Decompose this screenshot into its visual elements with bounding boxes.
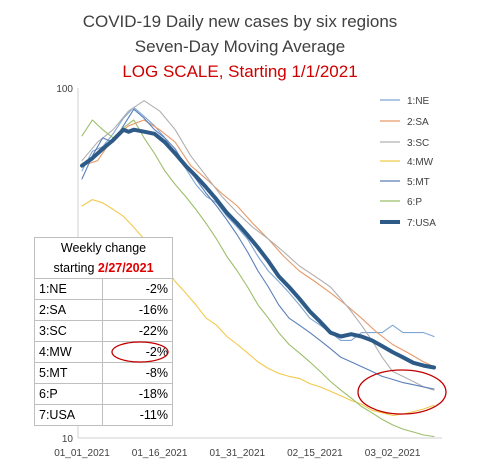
table-row: 4:MW -2%: [34, 341, 173, 363]
legend-label-sc: 3:SC: [407, 138, 429, 149]
table-row-value: -18%: [102, 383, 173, 405]
table-row-label: 2:SA: [34, 299, 103, 321]
chart-scale-note: LOG SCALE, Starting 1/1/2021: [122, 62, 357, 81]
chart-subtitle: Seven-Day Moving Average: [135, 37, 345, 56]
y-tick-label-bottom: 10: [62, 434, 74, 445]
table-row-value: -8%: [102, 362, 173, 384]
highlight-ellipse-mw-value: [111, 341, 169, 363]
x-tick-label: 03_02_2021: [365, 448, 421, 459]
table-row: 5:MT -8%: [34, 362, 173, 384]
table-row-value: -11%: [102, 404, 173, 426]
table-row-value-highlighted: -2%: [102, 341, 173, 363]
series-layer: [80, 100, 436, 438]
x-tick-label: 02_15_2021: [287, 448, 343, 459]
table-row: 6:P -18%: [34, 383, 173, 405]
y-tick-label-top: 100: [56, 84, 73, 95]
table-row-label: 5:MT: [34, 362, 103, 384]
table-header-prefix: starting: [53, 260, 98, 275]
table-row-label: 7:USA: [34, 404, 103, 426]
table-row-value: -22%: [102, 320, 173, 342]
table-header-line1: Weekly change: [34, 237, 173, 258]
series-line-sa: [81, 119, 435, 368]
table-row-value: -2%: [102, 278, 173, 300]
table-header-date: 2/27/2021: [97, 260, 154, 275]
series-line-mw: [81, 199, 435, 416]
table-highlighted-value: -2%: [145, 345, 168, 359]
table-row: 1:NE -2%: [34, 278, 173, 300]
series-line-ne: [81, 106, 435, 341]
table-row-value: -16%: [102, 299, 173, 321]
series-line-mt: [81, 108, 435, 390]
chart-title: COVID-19 Daily new cases by six regions: [83, 12, 398, 31]
series-line-usa: [80, 127, 436, 370]
table-row-label: 4:MW: [34, 341, 103, 363]
legend: 1:NE 2:SA 3:SC 4:MW 5:MT 6:P 7:USA: [380, 96, 436, 229]
legend-label-p: 6:P: [407, 197, 422, 208]
series-line-sc: [81, 100, 435, 391]
table-header-line2: starting 2/27/2021: [34, 257, 173, 279]
x-tick-label: 01_16_2021: [132, 448, 188, 459]
weekly-change-table: Weekly change starting 2/27/2021 1:NE -2…: [34, 237, 173, 426]
highlight-ellipse-mw-lines: [357, 369, 447, 415]
x-tick-label: 01_01_2021: [54, 448, 110, 459]
table-row: 2:SA -16%: [34, 299, 173, 321]
x-tick-labels: 01_01_2021 01_16_2021 01_31_2021 02_15_2…: [54, 448, 421, 459]
legend-label-mw: 4:MW: [407, 157, 434, 168]
table-row: 7:USA -11%: [34, 404, 173, 426]
legend-label-sa: 2:SA: [407, 117, 429, 128]
table-row-label: 6:P: [34, 383, 103, 405]
legend-label-ne: 1:NE: [407, 96, 430, 107]
legend-label-usa: 7:USA: [407, 218, 436, 229]
table-row-label: 3:SC: [34, 320, 103, 342]
x-tick-label: 01_31_2021: [209, 448, 265, 459]
table-row: 3:SC -22%: [34, 320, 173, 342]
legend-label-mt: 5:MT: [407, 177, 430, 188]
table-row-label: 1:NE: [34, 278, 103, 300]
